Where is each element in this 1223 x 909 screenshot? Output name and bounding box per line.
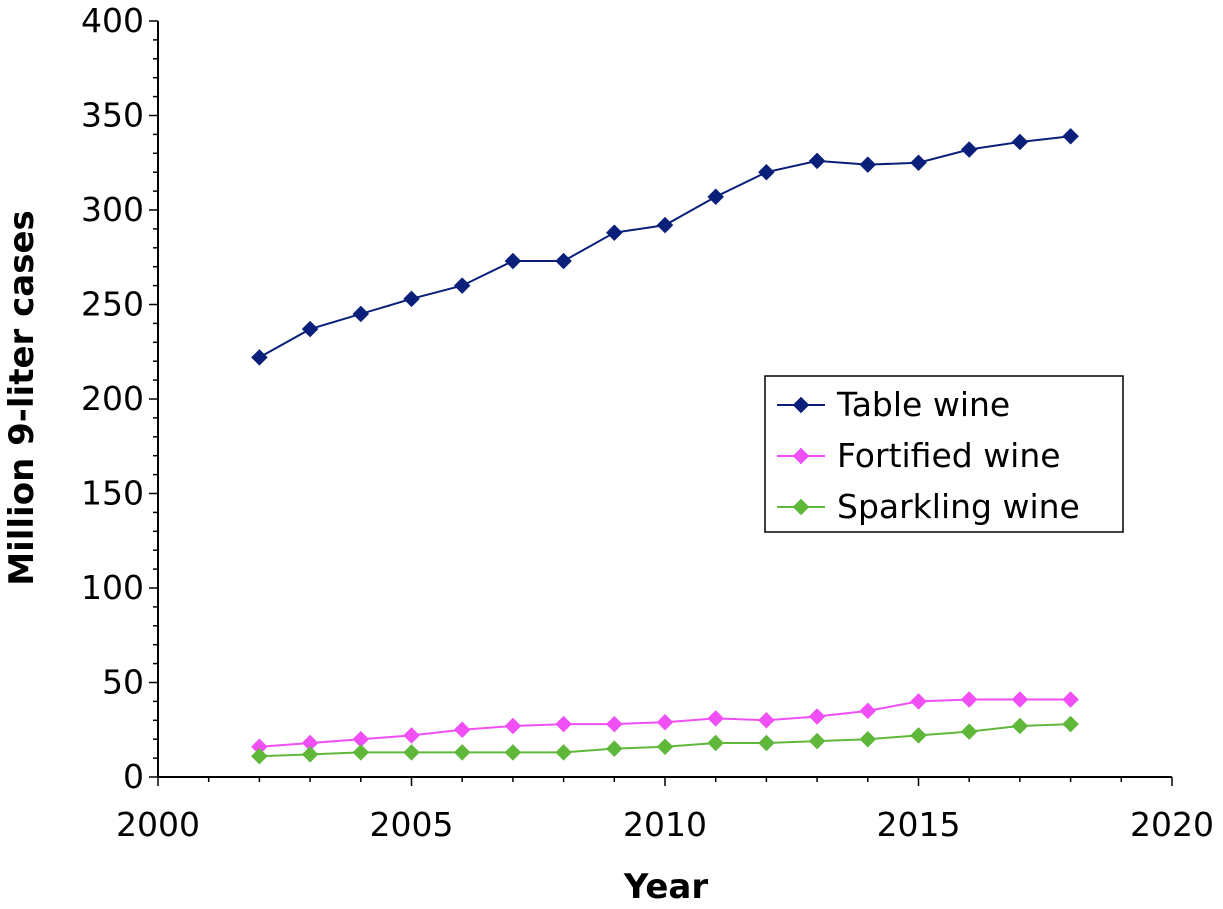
y-tick-label: 300 — [81, 190, 144, 229]
y-tick-label: 200 — [81, 379, 144, 418]
x-tick-label: 2005 — [370, 805, 454, 844]
series-table-wine — [251, 127, 1079, 366]
data-point-fortified-wine — [1062, 691, 1079, 708]
y-tick-label: 350 — [81, 96, 144, 135]
data-point-sparkling-wine — [960, 723, 978, 740]
data-point-sparkling-wine — [808, 732, 826, 750]
x-tick-label: 2000 — [116, 805, 200, 844]
legend-label-fortified-wine: Fortified wine — [837, 436, 1061, 475]
data-point-table-wine — [352, 305, 370, 323]
data-point-sparkling-wine — [910, 727, 927, 744]
y-tick-label: 50 — [102, 663, 144, 702]
data-series — [251, 127, 1079, 765]
data-point-fortified-wine — [504, 717, 522, 735]
y-tick-label: 100 — [81, 568, 144, 607]
x-tick-label: 2010 — [623, 805, 707, 844]
data-point-sparkling-wine — [251, 747, 268, 765]
data-point-sparkling-wine — [352, 744, 370, 761]
axes — [149, 20, 1173, 786]
data-point-table-wine — [504, 252, 522, 270]
legend-box — [764, 375, 1124, 533]
y-tick-label: 150 — [81, 474, 144, 513]
data-point-fortified-wine — [707, 710, 725, 727]
data-point-table-wine — [1062, 127, 1079, 145]
data-point-table-wine — [960, 141, 978, 158]
data-point-fortified-wine — [910, 693, 927, 710]
data-point-table-wine — [1011, 133, 1029, 151]
y-axis-title: Million 9-liter cases — [2, 210, 42, 585]
data-point-sparkling-wine — [758, 734, 775, 752]
data-point-sparkling-wine — [555, 744, 572, 761]
data-point-table-wine — [555, 252, 572, 270]
data-point-table-wine — [656, 216, 674, 234]
tick-labels: 0 50 100 150 200 250 300 350 400 2000 2005 2010 2015… — [81, 1, 1214, 844]
data-point-sparkling-wine — [504, 744, 522, 761]
series-sparkling-wine — [251, 715, 1079, 765]
data-point-table-wine — [403, 290, 420, 308]
y-tick-label: 250 — [81, 285, 144, 324]
data-point-fortified-wine — [605, 715, 623, 733]
data-point-sparkling-wine — [301, 745, 319, 763]
legend-marker-table-wine — [792, 396, 810, 414]
data-point-sparkling-wine — [453, 744, 471, 761]
data-point-table-wine — [910, 154, 927, 172]
data-point-sparkling-wine — [605, 740, 623, 758]
data-point-fortified-wine — [403, 727, 420, 744]
x-tick-label: 2015 — [877, 805, 961, 844]
data-point-fortified-wine — [453, 721, 471, 739]
data-point-fortified-wine — [758, 711, 775, 729]
legend-marker-fortified-wine — [792, 447, 810, 465]
data-point-fortified-wine — [960, 691, 978, 708]
series-fortified-wine — [251, 691, 1079, 756]
y-tick-label: 400 — [81, 1, 144, 40]
x-tick-label: 2020 — [1130, 805, 1214, 844]
legend-label-sparkling-wine: Sparkling wine — [837, 487, 1080, 526]
data-point-table-wine — [453, 277, 471, 294]
data-point-table-wine — [251, 349, 268, 366]
data-point-sparkling-wine — [707, 734, 725, 752]
data-point-table-wine — [808, 152, 826, 170]
data-point-fortified-wine — [859, 702, 877, 720]
data-point-table-wine — [707, 188, 725, 206]
legend: Table wine Fortified wine Sparkling wine — [764, 375, 1124, 533]
data-point-table-wine — [859, 156, 877, 173]
data-point-fortified-wine — [555, 715, 572, 733]
legend-label-table-wine: Table wine — [836, 385, 1010, 424]
legend-marker-sparkling-wine — [792, 498, 810, 516]
data-point-fortified-wine — [1011, 691, 1029, 708]
data-point-table-wine — [605, 224, 623, 242]
data-point-sparkling-wine — [656, 738, 674, 756]
data-point-fortified-wine — [808, 708, 826, 725]
data-point-sparkling-wine — [1011, 717, 1029, 735]
data-point-sparkling-wine — [859, 730, 877, 748]
series-line-table-wine — [258, 135, 1071, 359]
y-tick-label: 0 — [123, 757, 144, 796]
data-point-fortified-wine — [656, 713, 674, 731]
data-point-sparkling-wine — [1062, 715, 1079, 733]
data-point-table-wine — [301, 320, 319, 338]
data-point-sparkling-wine — [403, 744, 420, 761]
x-axis-title: Year — [623, 867, 709, 907]
data-point-table-wine — [758, 163, 775, 181]
